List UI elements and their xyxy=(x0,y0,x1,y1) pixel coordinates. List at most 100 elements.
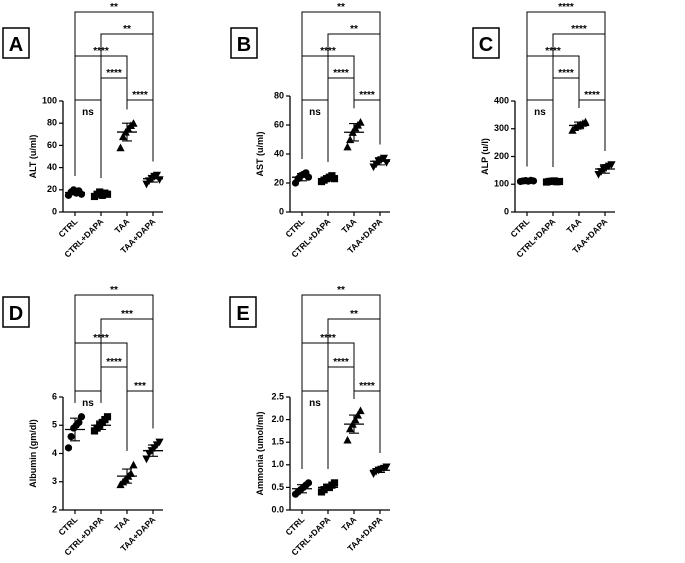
y-axis-label: Ammonia (umol/ml) xyxy=(255,411,265,495)
panel-letter-box xyxy=(229,296,257,328)
comparison-bracket xyxy=(526,99,554,167)
y-tick-label: 100 xyxy=(42,95,57,105)
comparison-label: ** xyxy=(110,285,118,296)
comparison-label: **** xyxy=(359,381,375,392)
sd-bar xyxy=(323,483,333,492)
data-point xyxy=(142,455,151,464)
comparison-label: **** xyxy=(558,2,574,13)
y-tick-label: 80 xyxy=(274,90,284,100)
data-point xyxy=(129,119,138,127)
y-tick-label: 20 xyxy=(47,184,57,194)
data-point xyxy=(607,161,616,169)
data-point xyxy=(346,424,355,433)
comparison-label: ** xyxy=(123,24,131,35)
comparison-label: **** xyxy=(333,357,349,368)
comparison-bracket xyxy=(126,99,154,162)
sd-bar xyxy=(148,174,158,183)
sd-bar xyxy=(375,157,385,166)
comparison-label: *** xyxy=(134,381,146,392)
comparison-label: **** xyxy=(320,46,336,57)
panel-letter: B xyxy=(237,34,251,56)
x-tick-label: CTRL xyxy=(56,216,79,239)
data-point xyxy=(155,176,164,184)
y-tick-label: 3 xyxy=(52,476,57,486)
data-point xyxy=(351,415,360,424)
comparison-label: ns xyxy=(82,398,94,409)
y-tick-label: 0 xyxy=(504,206,509,216)
comparison-label: ** xyxy=(350,24,358,35)
comparison-bracket xyxy=(126,390,154,451)
panel-letter: D xyxy=(9,303,23,325)
sd-bar xyxy=(574,121,584,130)
data-point xyxy=(77,413,86,421)
data-point xyxy=(356,406,365,415)
x-tick-label: CTRL xyxy=(508,216,531,239)
comparison-label: **** xyxy=(320,333,336,344)
x-tick-label: TAA xyxy=(564,216,583,235)
data-point xyxy=(103,413,112,421)
data-point xyxy=(129,460,138,469)
comparison-bracket xyxy=(353,99,381,145)
comparison-label: ** xyxy=(350,309,358,320)
sd-bar xyxy=(548,180,558,183)
data-point xyxy=(119,132,128,141)
panel-letter: E xyxy=(236,303,249,325)
comparison-label: *** xyxy=(121,309,133,320)
data-point xyxy=(346,135,355,144)
y-tick-label: 6 xyxy=(52,391,57,401)
y-tick-label: 40 xyxy=(47,162,57,172)
data-point xyxy=(67,432,75,441)
comparison-bracket xyxy=(353,390,381,454)
comparison-label: ** xyxy=(337,2,345,13)
comparison-bracket xyxy=(301,390,329,469)
y-tick-label: 20 xyxy=(274,177,284,187)
data-point xyxy=(343,142,352,151)
sd-bar xyxy=(96,192,106,197)
y-tick-label: 400 xyxy=(494,95,509,105)
comparison-label: ns xyxy=(309,107,321,118)
y-tick-label: 1.5 xyxy=(271,437,284,447)
comparison-bracket xyxy=(100,366,128,451)
panel-letter: C xyxy=(479,34,493,56)
comparison-label: **** xyxy=(93,46,109,57)
comparison-bracket xyxy=(100,318,154,429)
comparison-label: ns xyxy=(82,107,94,118)
y-tick-label: 0.5 xyxy=(271,482,284,492)
y-tick-label: 2.5 xyxy=(271,391,284,401)
sd-bar xyxy=(122,468,132,484)
y-tick-label: 0 xyxy=(279,206,284,216)
data-point xyxy=(304,479,313,487)
y-tick-label: 0.0 xyxy=(271,504,284,514)
y-tick-label: 0 xyxy=(52,206,57,216)
comparison-bracket xyxy=(100,77,128,179)
y-tick-label: 40 xyxy=(274,148,284,158)
comparison-label: **** xyxy=(132,90,148,101)
x-tick-label: TAA xyxy=(339,216,358,235)
comparison-label: **** xyxy=(571,24,587,35)
y-tick-label: 60 xyxy=(47,140,57,150)
y-tick-label: 80 xyxy=(47,118,57,128)
comparison-label: **** xyxy=(558,68,574,79)
y-tick-label: 5 xyxy=(52,420,57,430)
y-tick-label: 4 xyxy=(52,448,57,458)
sd-bar xyxy=(349,414,359,434)
comparison-label: **** xyxy=(584,90,600,101)
data-point xyxy=(343,435,352,444)
y-tick-label: 60 xyxy=(274,119,284,129)
data-point xyxy=(126,469,135,477)
comparison-label: **** xyxy=(545,46,561,57)
sd-bar xyxy=(375,467,385,474)
comparison-bracket xyxy=(578,99,606,151)
comparison-bracket xyxy=(74,99,102,179)
comparison-bracket xyxy=(74,390,102,403)
sd-bar xyxy=(122,122,132,142)
y-axis-label: AST (u/ml) xyxy=(255,132,265,177)
data-point xyxy=(382,463,391,472)
sd-bar xyxy=(70,189,80,196)
y-axis-label: Albumin (gm/dl) xyxy=(28,419,38,488)
x-tick-label: TAA xyxy=(339,514,358,533)
comparison-label: **** xyxy=(106,68,122,79)
x-tick-label: CTRL xyxy=(283,216,306,239)
y-axis-label: ALP (u/l) xyxy=(480,138,490,175)
comparison-label: ns xyxy=(309,398,321,409)
